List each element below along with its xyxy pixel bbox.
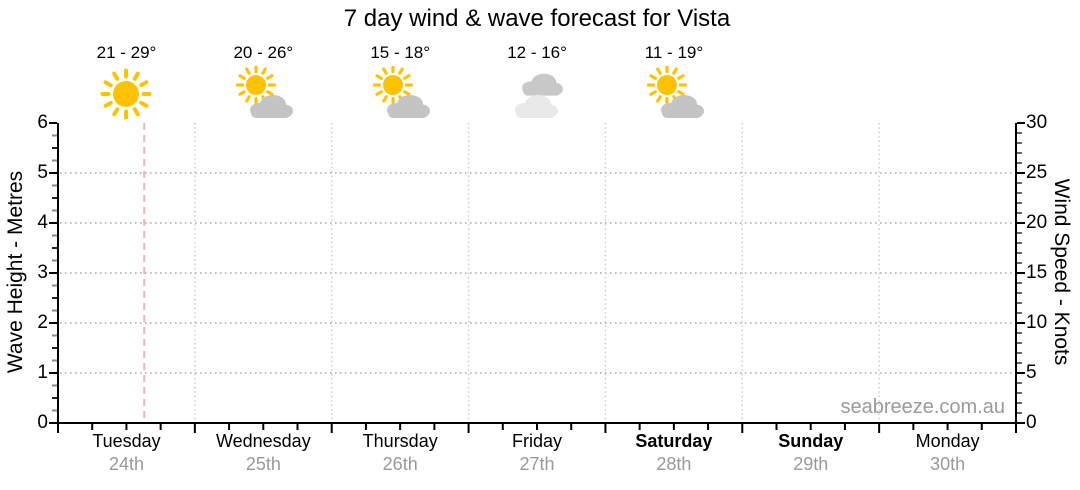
wave-tick-label: 4	[37, 212, 48, 233]
date-label: 26th	[382, 454, 418, 474]
wind-tick-label: 25	[1026, 162, 1048, 183]
page-title: 7 day wind & wave forecast for Vista	[343, 5, 731, 32]
temperature-range-label: 11 - 19°	[644, 43, 704, 62]
date-label: 30th	[930, 454, 966, 474]
date-label: 29th	[793, 454, 829, 474]
wind-tick-label: 5	[1026, 362, 1037, 383]
day-label: Tuesday	[92, 431, 161, 451]
wave-tick-label: 0	[37, 412, 48, 433]
sun-cloud-icon	[231, 64, 295, 120]
temperature-range-label: 15 - 18°	[370, 43, 431, 62]
wave-tick-label: 3	[37, 262, 48, 283]
clouds-icon	[505, 66, 569, 120]
wind-tick-label: 20	[1026, 212, 1048, 233]
day-label: Thursday	[362, 431, 438, 451]
temperature-range-label: 21 - 29°	[96, 43, 157, 62]
wind-tick-label: 10	[1026, 312, 1048, 333]
date-label: 25th	[245, 454, 281, 474]
wave-tick-label: 1	[37, 362, 48, 383]
sun-cloud-icon	[642, 64, 706, 120]
sun-cloud-icon	[368, 64, 432, 120]
wave-tick-label: 5	[37, 162, 48, 183]
sunny-icon	[94, 66, 158, 120]
day-label: Wednesday	[215, 431, 311, 451]
day-label: Friday	[512, 431, 563, 451]
watermark: seabreeze.com.au	[840, 396, 1005, 418]
date-label: 28th	[656, 454, 692, 474]
day-label: Saturday	[635, 431, 713, 451]
date-label: 27th	[519, 454, 555, 474]
temperature-range-label: 20 - 26°	[233, 43, 294, 62]
wave-tick-label: 2	[37, 312, 48, 333]
day-label: Monday	[915, 431, 980, 451]
date-label: 24th	[108, 454, 145, 474]
wind-speed-axis-title: Wind Speed - Knots	[1050, 178, 1073, 366]
day-label: Sunday	[778, 431, 844, 451]
wind-tick-label: 30	[1026, 112, 1048, 133]
temperature-range-label: 12 - 16°	[507, 43, 567, 62]
wave-tick-label: 6	[37, 112, 48, 133]
wind-tick-label: 0	[1026, 412, 1037, 433]
wind-tick-label: 15	[1026, 262, 1048, 283]
